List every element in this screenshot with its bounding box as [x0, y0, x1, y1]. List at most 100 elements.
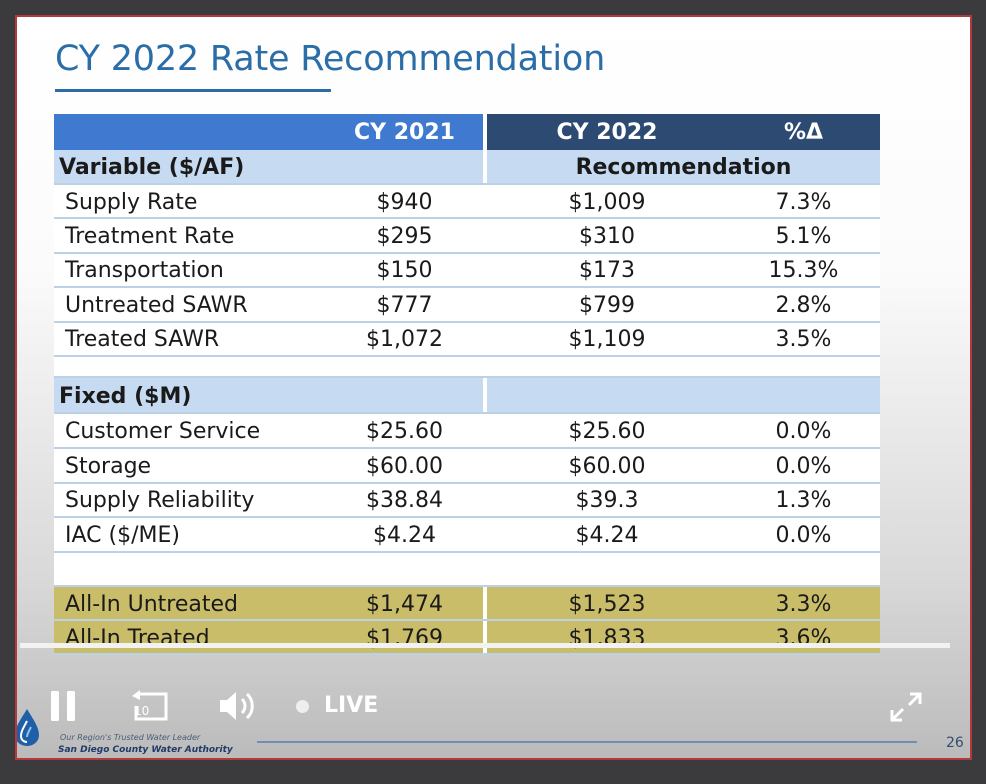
- rewind-seconds-label: 10: [134, 704, 150, 718]
- fixed-table-row: Storage $60.00 $60.00 0.0%: [54, 448, 880, 484]
- header-right-bg: [487, 114, 880, 150]
- row-label: Treatment Rate: [65, 224, 235, 250]
- section-right-bg: [487, 150, 880, 185]
- cy2021-value: $295: [376, 224, 433, 250]
- org-name: San Diego County Water Authority: [58, 745, 233, 755]
- water-authority-logo-icon: [17, 709, 39, 746]
- column-gap: [483, 587, 487, 621]
- row-divider: [54, 516, 880, 519]
- pct-change-value: 0.0%: [775, 418, 832, 444]
- row-divider: [54, 446, 880, 449]
- row-right-bg: [487, 322, 880, 357]
- row-divider: [54, 251, 880, 254]
- column-gap: [483, 621, 487, 655]
- row-divider: [54, 585, 880, 587]
- recommendation-label: Recommendation: [575, 155, 792, 180]
- row-label: All-In Untreated: [65, 591, 239, 617]
- cy2022-value: $39.3: [575, 488, 639, 514]
- row-divider: [54, 412, 880, 414]
- title-underline: [55, 89, 331, 92]
- cy2021-value: $4.24: [373, 523, 436, 549]
- pct-change-value: 2.8%: [775, 292, 832, 318]
- spacer-row: [54, 553, 880, 587]
- rewind-10-button[interactable]: 10: [128, 688, 174, 724]
- column-gap: [483, 322, 487, 357]
- variable-section-row: Variable ($/AF) Recommendation: [54, 150, 880, 185]
- pause-button[interactable]: [46, 688, 80, 724]
- header-left-bg: [54, 114, 483, 150]
- variable-section-label: Variable ($/AF): [59, 155, 245, 180]
- row-divider: [54, 376, 880, 378]
- live-label[interactable]: LIVE: [324, 693, 379, 718]
- pct-change-value: 0.0%: [775, 453, 832, 479]
- footer-rule: [257, 741, 917, 743]
- pct-change-value: 7.3%: [775, 189, 832, 215]
- pct-change-value: 5.1%: [775, 224, 832, 250]
- column-gap: [483, 219, 487, 254]
- row-label: All-In Treated: [65, 625, 210, 651]
- column-gap: [483, 253, 487, 289]
- pct-change-value: 3.5%: [775, 327, 832, 353]
- variable-table-row: Supply Rate $940 $1,009 7.3%: [54, 185, 880, 220]
- row-divider: [54, 320, 880, 323]
- column-gap: [483, 288, 487, 323]
- row-left-bg: [54, 587, 483, 621]
- cy2022-value: $310: [579, 224, 635, 250]
- row-left-bg: [54, 322, 483, 357]
- row-divider: [54, 551, 880, 553]
- row-label: Customer Service: [65, 418, 261, 444]
- cy2021-value: $1,072: [366, 327, 443, 353]
- volume-button[interactable]: [216, 688, 262, 724]
- allin-table-row: All-In Untreated $1,474 $1,523 3.3%: [54, 587, 880, 621]
- variable-table-row: Treatment Rate $295 $310 5.1%: [54, 219, 880, 254]
- row-divider: [54, 481, 880, 484]
- variable-table-row: Untreated SAWR $777 $799 2.8%: [54, 288, 880, 323]
- row-right-bg: [487, 414, 880, 449]
- cy2022-value: $25.60: [568, 418, 646, 444]
- row-label: Transportation: [65, 258, 224, 284]
- cy2021-value: $777: [376, 292, 433, 318]
- section-right-bg: [487, 378, 880, 414]
- header-cy2021: CY 2021: [354, 119, 455, 145]
- column-gap: [483, 185, 487, 220]
- row-divider: [54, 354, 880, 357]
- row-left-bg: [54, 518, 483, 553]
- presentation-slide: CY 2022 Rate Recommendation CY 2021 CY 2…: [15, 15, 972, 760]
- column-gap: [483, 114, 487, 150]
- cy2022-value: $1,009: [568, 189, 646, 215]
- fullscreen-button[interactable]: [888, 690, 924, 724]
- row-right-bg: [487, 518, 880, 553]
- column-gap: [483, 150, 487, 185]
- pct-change-value: 3.6%: [775, 625, 832, 651]
- section-left-bg: [54, 150, 483, 185]
- cy2022-value: $1,109: [568, 327, 646, 353]
- row-label: IAC ($/ME): [65, 523, 180, 549]
- cy2021-value: $1,474: [366, 591, 443, 617]
- row-divider: [54, 286, 880, 289]
- row-left-bg: [54, 414, 483, 449]
- fixed-table-row: Supply Reliability $38.84 $39.3 1.3%: [54, 483, 880, 519]
- row-divider: [54, 217, 880, 220]
- cy2022-value: $4.24: [575, 523, 639, 549]
- row-right-bg: [487, 253, 880, 289]
- cy2022-value: $173: [579, 258, 635, 284]
- cy2021-value: $38.84: [366, 488, 443, 514]
- row-right-bg: [487, 288, 880, 323]
- row-label: Supply Rate: [65, 189, 198, 215]
- column-gap: [483, 518, 487, 553]
- pct-change-value: 3.3%: [775, 591, 832, 617]
- header-cy2022: CY 2022: [556, 119, 658, 145]
- org-tagline: Our Region's Trusted Water Leader: [60, 733, 201, 742]
- cy2021-value: $940: [376, 189, 433, 215]
- fixed-table-row: Customer Service $25.60 $25.60 0.0%: [54, 414, 880, 449]
- row-divider: [54, 619, 880, 621]
- live-indicator-dot: [296, 700, 309, 713]
- section-left-bg: [54, 378, 483, 414]
- cy2021-value: $150: [376, 258, 433, 284]
- slide-page-number: 26: [946, 735, 964, 751]
- row-label: Untreated SAWR: [65, 292, 248, 318]
- progress-bar[interactable]: [20, 643, 950, 648]
- spacer-right-bg: [487, 553, 880, 587]
- cy2022-value: $1,523: [568, 591, 646, 617]
